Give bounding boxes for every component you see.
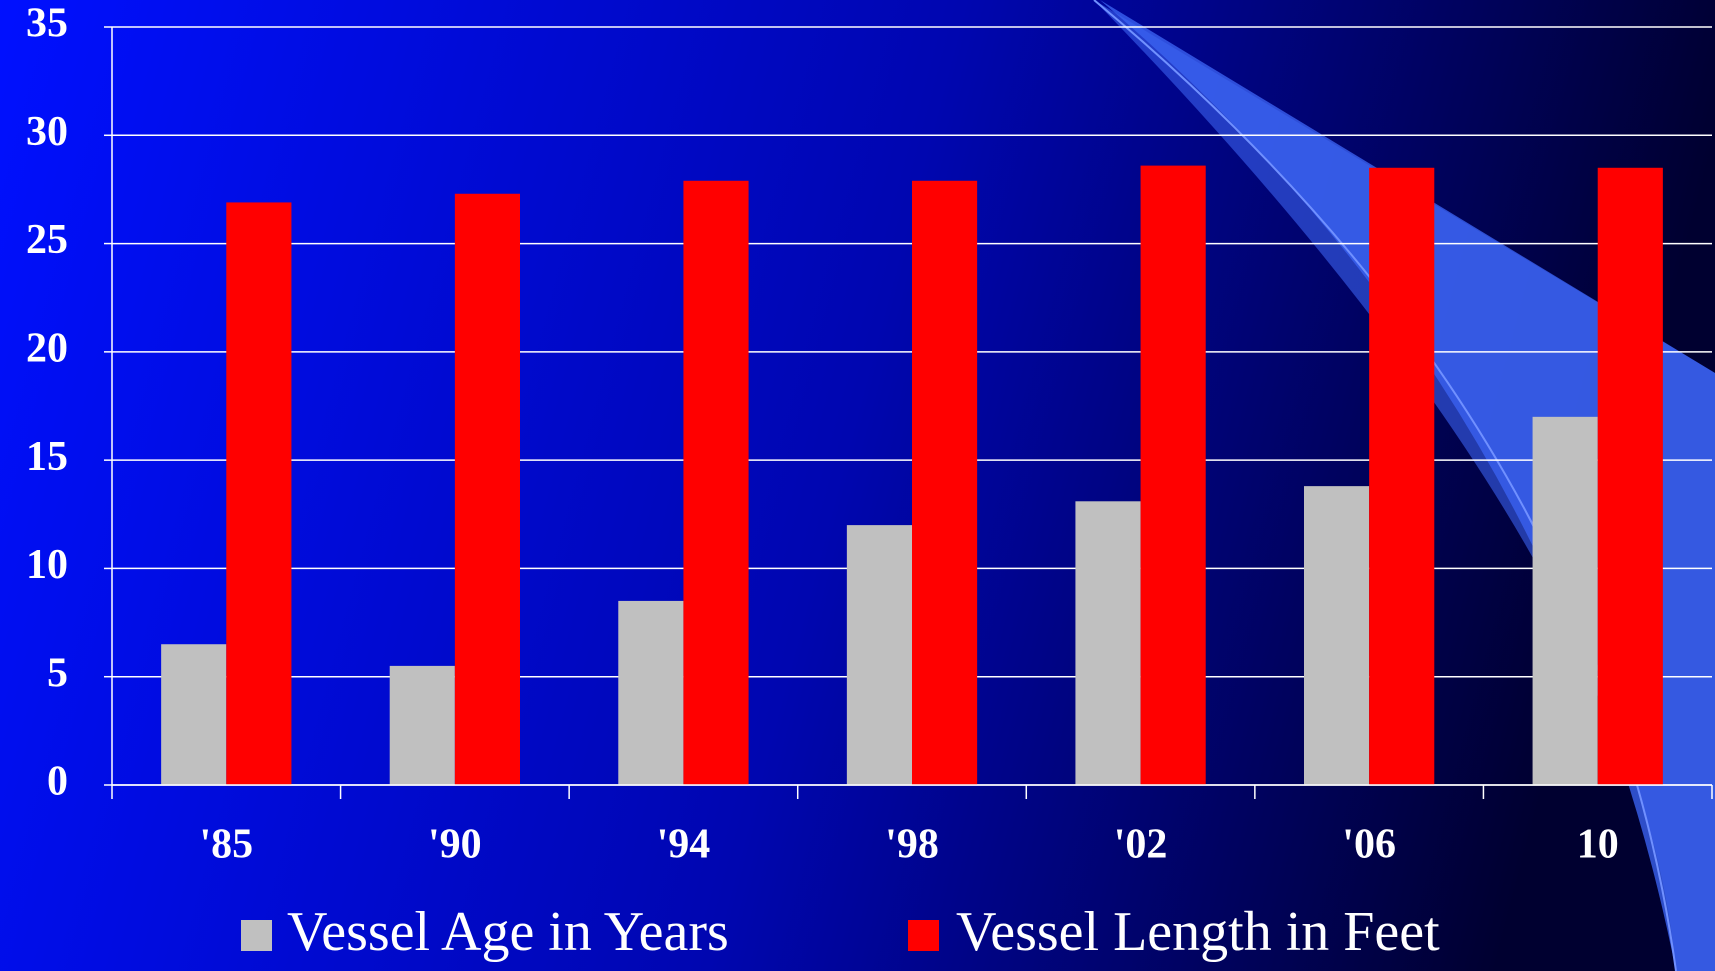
- legend-swatch: [241, 920, 272, 951]
- plot-area: 0 5 10 15 20 25 30 35 '85 '90 '94 '98 '02 '06 10: [26, 1, 1713, 868]
- x-tick-label: '06: [1342, 822, 1396, 868]
- y-tick-label: 30: [26, 109, 68, 155]
- bar: [454, 193, 520, 785]
- bar: [846, 525, 912, 785]
- bar: [618, 600, 684, 785]
- legend-swatch: [908, 920, 939, 951]
- x-tick-label: 10: [1577, 822, 1619, 868]
- bar: [1304, 486, 1370, 785]
- y-tick-label: 25: [26, 217, 68, 263]
- bar: [1597, 167, 1663, 785]
- y-tick-label: 5: [47, 650, 68, 696]
- x-tick-label: '98: [885, 822, 939, 868]
- x-tick-label: '85: [199, 822, 253, 868]
- bar: [683, 180, 749, 785]
- bar: [389, 665, 455, 785]
- x-tick-label: '90: [428, 822, 482, 868]
- bar: [912, 180, 978, 785]
- legend-label: Vessel Length in Feet: [956, 901, 1440, 963]
- legend-label: Vessel Age in Years: [287, 901, 729, 963]
- y-tick-label: 20: [26, 325, 68, 371]
- bar: [1140, 165, 1206, 785]
- bar: [226, 202, 292, 785]
- y-tick-label: 35: [26, 1, 68, 47]
- bar: [161, 644, 227, 785]
- bar: [1369, 167, 1435, 785]
- y-tick-label: 15: [26, 434, 68, 480]
- x-tick-label: '94: [657, 822, 711, 868]
- y-tick-label: 0: [47, 759, 68, 805]
- y-tick-label: 10: [26, 542, 68, 588]
- bar: [1532, 416, 1598, 785]
- decoration: [1093, 0, 1677, 971]
- bar: [1075, 501, 1141, 785]
- x-tick-label: '02: [1114, 822, 1168, 868]
